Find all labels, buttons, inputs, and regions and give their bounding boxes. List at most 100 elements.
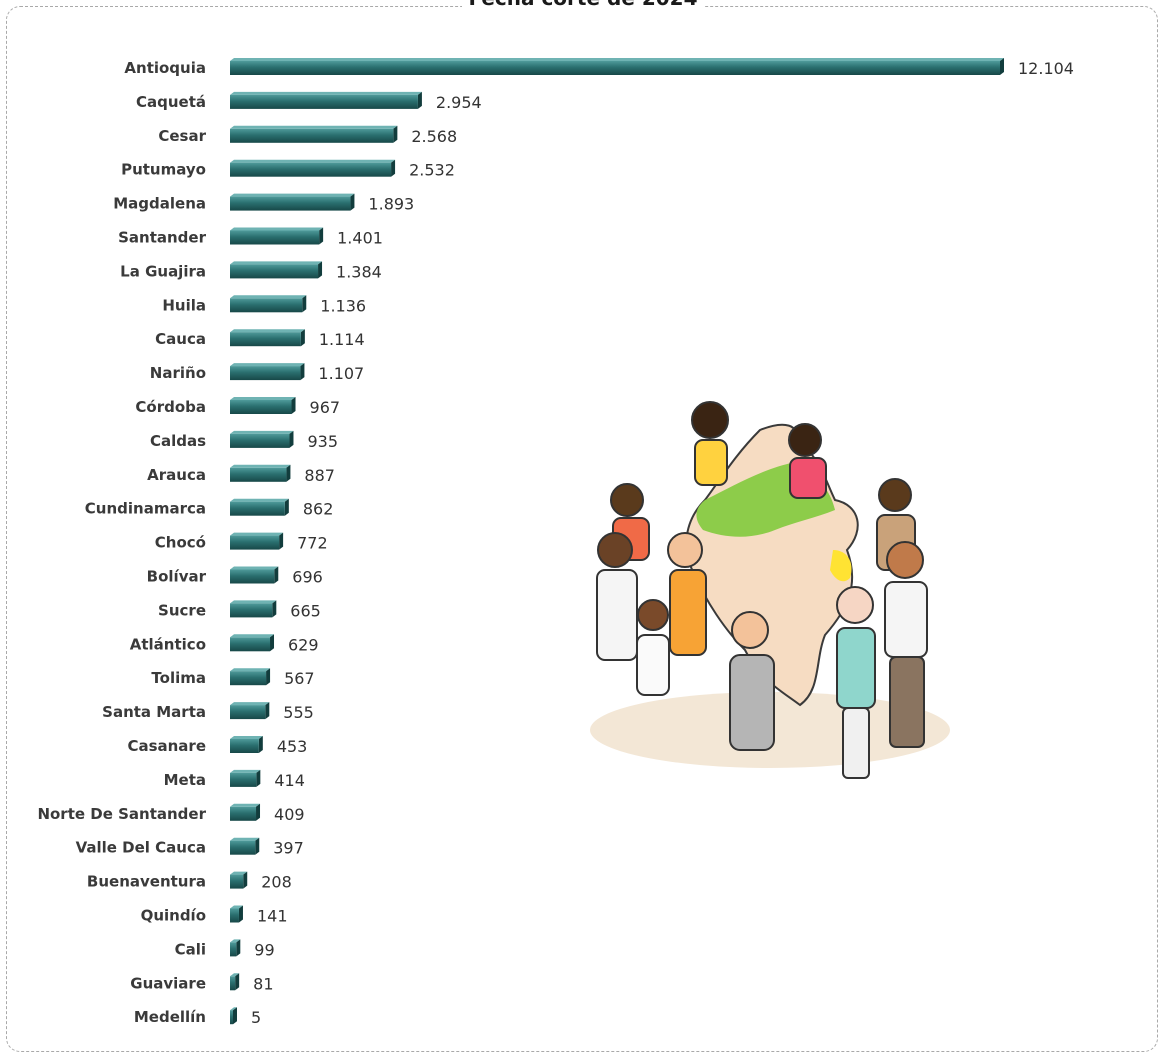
value-label: 629 — [288, 635, 319, 654]
category-label: Antioquia — [124, 59, 206, 77]
value-label: 967 — [310, 398, 341, 417]
bar-top-face — [230, 397, 296, 400]
bar-top-face — [230, 871, 248, 875]
bar-top-face — [230, 702, 270, 706]
category-label: Santa Marta — [102, 703, 206, 721]
category-label: Arauca — [147, 466, 206, 484]
bar-top-face — [230, 532, 284, 536]
bar-top-face — [230, 1007, 237, 1011]
category-label: La Guajira — [120, 262, 206, 280]
category-label: Caquetá — [136, 93, 206, 111]
bar — [230, 739, 259, 753]
value-label: 1.893 — [368, 195, 414, 214]
bar-side-face — [274, 566, 279, 584]
value-label: 555 — [283, 703, 314, 722]
category-label: Córdoba — [135, 398, 206, 416]
bar-side-face — [1000, 58, 1004, 75]
bar-side-face — [265, 702, 270, 720]
bar-top-face — [230, 498, 289, 502]
value-label: 409 — [274, 805, 305, 824]
bar-side-face — [243, 871, 248, 889]
category-label: Bolívar — [147, 568, 207, 586]
category-label: Huila — [162, 296, 206, 314]
category-label: Norte De Santander — [37, 805, 206, 823]
bar — [230, 772, 257, 787]
value-label: 567 — [284, 669, 315, 688]
value-label: 141 — [257, 907, 288, 926]
bar-side-face — [258, 736, 263, 753]
value-label: 414 — [274, 771, 305, 790]
bar — [230, 128, 394, 143]
category-label: Medellín — [134, 1008, 206, 1026]
bar-side-face — [289, 430, 294, 448]
value-label: 696 — [292, 568, 323, 587]
bar-top-face — [230, 464, 291, 468]
bar — [230, 196, 351, 211]
value-label: 1.107 — [318, 364, 364, 383]
bar-top-face — [230, 261, 323, 265]
bars-group: Antioquia 12.104 Caquetá 2.954 Cesar 2.568 Put… — [37, 58, 1074, 1027]
bar — [230, 162, 392, 177]
category-label: Casanare — [127, 737, 206, 755]
value-label: 1.136 — [320, 296, 366, 315]
bar — [230, 535, 280, 550]
value-label: 99 — [254, 940, 274, 959]
bar-top-face — [230, 430, 294, 434]
bar-side-face — [279, 532, 284, 550]
bar-side-face — [318, 261, 323, 279]
bar — [230, 400, 292, 414]
value-label: 1.401 — [337, 229, 383, 248]
value-label: 208 — [261, 873, 292, 892]
bar — [230, 637, 271, 652]
bar-top-face — [230, 668, 271, 672]
category-label: Nariño — [150, 364, 206, 382]
community-people-map-illustration — [590, 401, 950, 779]
category-label: Sucre — [158, 601, 206, 619]
category-label: Buenaventura — [87, 873, 206, 891]
value-label: 665 — [290, 601, 321, 620]
bar-side-face — [417, 91, 422, 109]
bar-side-face — [291, 397, 296, 414]
bar — [230, 264, 319, 279]
value-label: 453 — [277, 737, 308, 756]
category-label: Santander — [118, 229, 206, 247]
value-label: 2.568 — [411, 127, 457, 146]
bar-top-face — [230, 91, 422, 95]
category-label: Meta — [164, 771, 206, 789]
bar — [230, 840, 256, 855]
category-label: Tolima — [151, 669, 206, 687]
bar-top-face — [230, 58, 1004, 61]
bar-top-face — [230, 837, 260, 841]
bar-side-face — [391, 159, 396, 177]
bar-side-face — [256, 769, 261, 787]
bar — [230, 94, 418, 109]
value-label: 12.104 — [1018, 59, 1074, 78]
bar-side-face — [393, 125, 398, 143]
bar — [230, 942, 237, 957]
bar-side-face — [266, 668, 271, 686]
bar-top-face — [230, 634, 275, 638]
value-label: 862 — [303, 500, 334, 519]
bar-top-face — [230, 329, 305, 333]
bar — [230, 908, 239, 923]
category-label: Magdalena — [113, 195, 206, 213]
bar-top-face — [230, 193, 355, 197]
bar-side-face — [284, 498, 289, 516]
bar-side-face — [233, 1007, 237, 1025]
value-label: 2.954 — [436, 93, 482, 112]
value-label: 81 — [253, 974, 273, 993]
bar-top-face — [230, 769, 261, 773]
bar-top-face — [230, 905, 243, 909]
bar-top-face — [230, 600, 277, 604]
value-label: 2.532 — [409, 161, 455, 180]
bar-side-face — [270, 634, 275, 652]
bar — [230, 976, 236, 991]
category-label: Guaviare — [130, 974, 206, 992]
value-label: 397 — [273, 839, 304, 858]
bar-top-face — [230, 159, 396, 163]
bar — [230, 569, 275, 584]
category-label: Cundinamarca — [85, 500, 206, 518]
bar — [230, 61, 1000, 75]
bar-side-face — [255, 837, 260, 855]
